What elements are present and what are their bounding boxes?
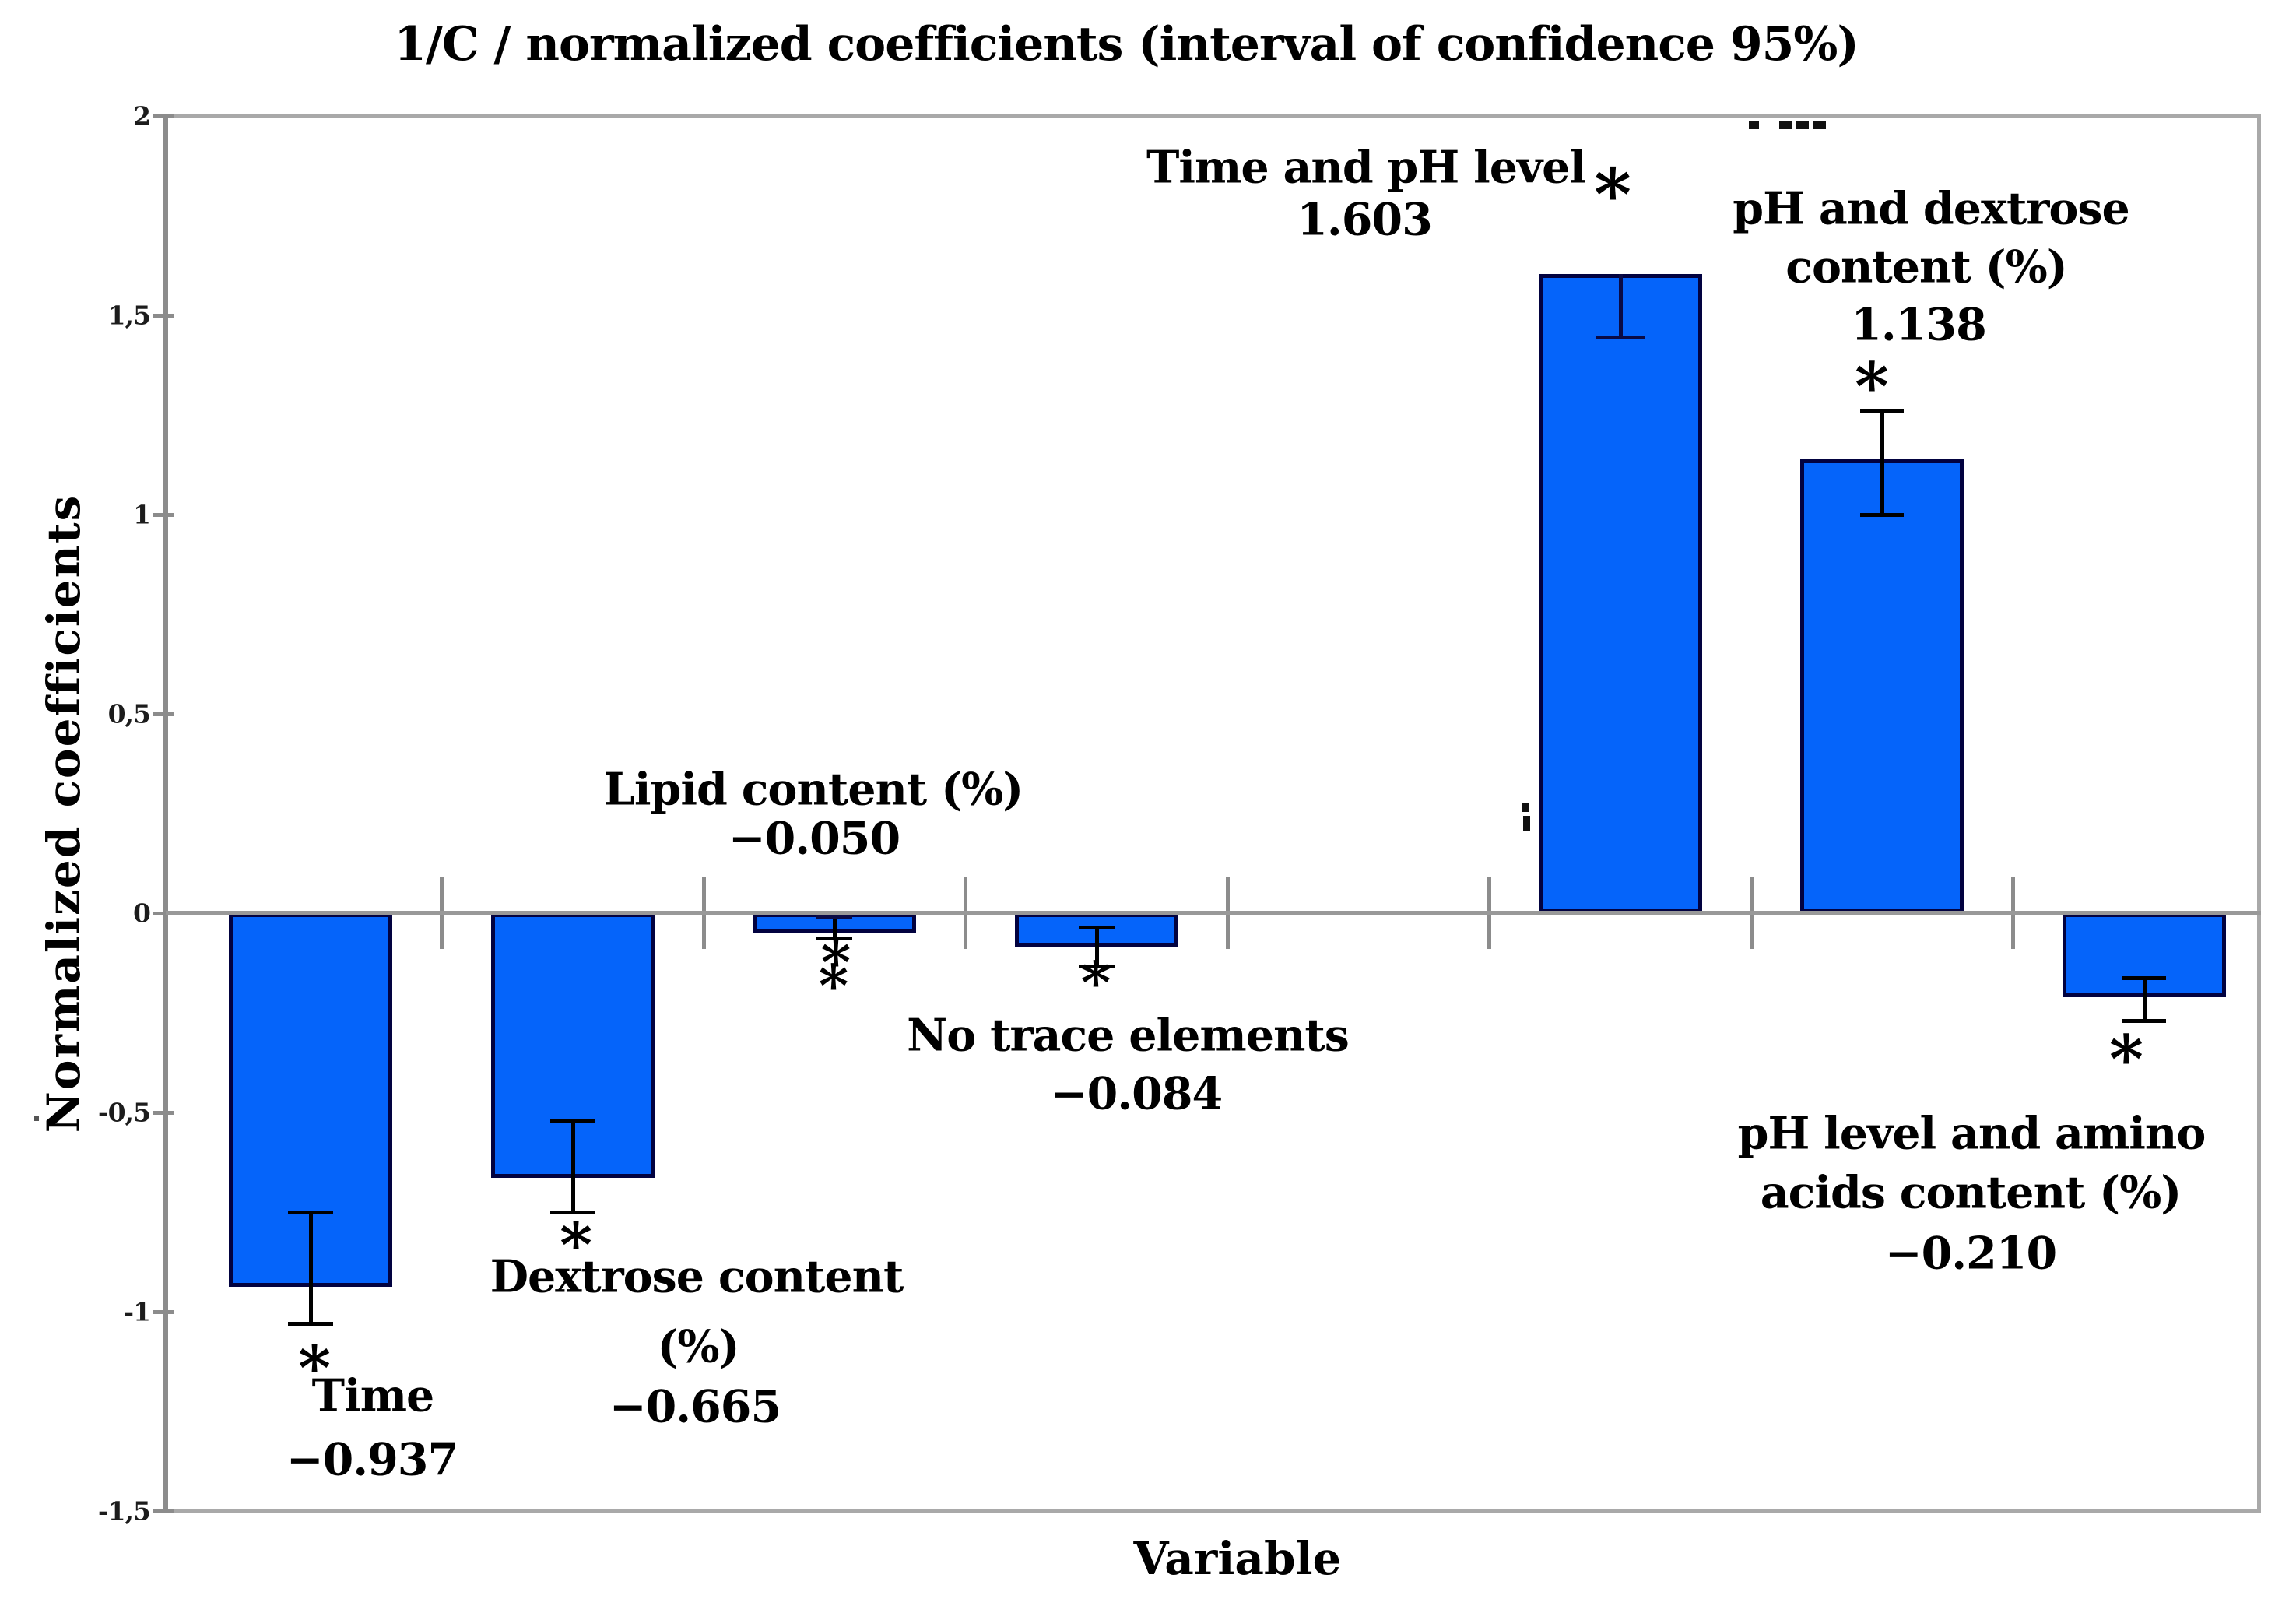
y-axis-tick-label: 2	[133, 100, 151, 132]
error-bar-line	[833, 916, 837, 938]
error-bar-line	[309, 1212, 313, 1324]
y-axis-tick-label: 0	[133, 898, 151, 929]
y-axis-tick	[153, 114, 174, 118]
bar-annotation-lipid-content: −0.050	[728, 812, 900, 865]
bar-annotation-dextrose-content: (%)	[657, 1320, 739, 1373]
y-axis-tick-label: 1	[133, 499, 151, 530]
error-bar-line	[2142, 977, 2147, 1021]
y-axis-tick-label: -1,5	[97, 1495, 151, 1527]
y-axis-tick	[153, 1111, 174, 1115]
y-axis-tick	[153, 712, 174, 716]
bar-annotation-lipid-content: Lipid content (%)	[603, 763, 1023, 816]
error-bar-cap-bottom	[549, 1211, 595, 1214]
error-bar-cap-bottom	[1860, 513, 1904, 517]
significance-asterisk: *	[820, 929, 851, 996]
stray-dots-artifact	[1749, 121, 1759, 129]
margin-dot-artifact	[34, 1116, 39, 1121]
bar-annotation-time: −0.937	[286, 1433, 458, 1486]
y-axis-tick	[153, 1310, 174, 1314]
error-bar-line	[1618, 274, 1623, 338]
y-axis-tick-label: -0,5	[97, 1097, 151, 1128]
error-bar-cap-top	[2122, 975, 2166, 980]
y-axis-tick-label: -1	[123, 1296, 151, 1327]
bar-annotation-time-and-ph-level: Time and pH level	[1146, 141, 1586, 194]
bar-annotation-ph-level-and-amino-acids-content: pH level and amino	[1737, 1107, 2206, 1160]
bar-time-and-ph-level	[1538, 274, 1702, 913]
y-axis-title: Normalized coefficients	[37, 494, 90, 1133]
error-bar-line	[1094, 927, 1099, 967]
error-bar-cap-top	[1078, 926, 1115, 930]
error-bar-cap-top	[549, 1119, 595, 1123]
significance-asterisk: *	[2109, 1020, 2143, 1098]
x-axis-title: Variable	[1133, 1532, 1342, 1585]
plot-border-top	[166, 114, 2261, 118]
significance-asterisk: *	[298, 1331, 331, 1404]
chart-title: 1/C / normalized coefficients (interval …	[394, 17, 1859, 72]
stray-mark-artifact	[1522, 803, 1529, 812]
significance-asterisk: *	[560, 1208, 592, 1281]
stray-dots-artifact	[1796, 121, 1809, 129]
error-bar-cap-bottom	[1078, 965, 1115, 969]
bar-annotation-ph-level-and-amino-acids-content: −0.210	[1884, 1227, 2057, 1280]
error-bar-line	[570, 1120, 575, 1212]
error-bar-cap-bottom	[816, 936, 852, 940]
error-bar-line	[1880, 410, 1884, 515]
significance-asterisk: *	[1080, 949, 1111, 1017]
bar-annotation-no-trace-elements: −0.084	[1050, 1067, 1223, 1120]
significance-asterisk: *	[1855, 347, 1889, 425]
error-bar-cap-top	[1860, 409, 1904, 413]
bar-annotation-ph-level-and-amino-acids-content: acids content (%)	[1760, 1166, 2182, 1219]
bar-annotation-no-trace-elements: No trace elements	[907, 1009, 1350, 1062]
bar-annotation-ph-and-dextrose-content: content (%)	[1785, 241, 2067, 293]
y-axis-tick	[153, 513, 174, 517]
bar-annotation-ph-and-dextrose-content: 1.138	[1851, 298, 1986, 351]
bar-annotation-dextrose-content: Dextrose content	[490, 1250, 904, 1303]
bar-annotation-time-and-ph-level: 1.603	[1297, 193, 1432, 246]
y-axis-tick	[153, 1509, 174, 1513]
y-axis-tick	[153, 314, 174, 318]
error-bar-cap-top	[288, 1211, 333, 1214]
bar-ph-and-dextrose-content	[1800, 459, 1964, 913]
plot-border-right	[2257, 114, 2261, 1513]
stray-dots-artifact	[1779, 121, 1792, 129]
y-axis-tick-label: 0,5	[107, 698, 151, 729]
bar-annotation-time: Time	[311, 1369, 435, 1422]
y-axis-tick	[153, 912, 174, 915]
stray-dots-artifact	[1813, 121, 1826, 129]
error-bar-cap-bottom	[1595, 336, 1645, 340]
y-axis-tick-label: 1,5	[107, 300, 151, 331]
y-axis-line	[163, 114, 168, 1513]
stray-mark-artifact	[1523, 816, 1530, 831]
significance-asterisk: *	[1593, 153, 1632, 237]
error-bar-cap-bottom	[2122, 1019, 2166, 1024]
significance-asterisk: *	[818, 952, 849, 1020]
error-bar-cap-top	[816, 915, 852, 919]
bar-annotation-ph-and-dextrose-content: pH and dextrose	[1733, 182, 2129, 235]
bar-annotation-dextrose-content: −0.665	[609, 1380, 781, 1433]
plot-border-bottom	[166, 1509, 2261, 1513]
x-axis-zero-line	[166, 911, 2261, 915]
error-bar-cap-bottom	[288, 1322, 333, 1327]
